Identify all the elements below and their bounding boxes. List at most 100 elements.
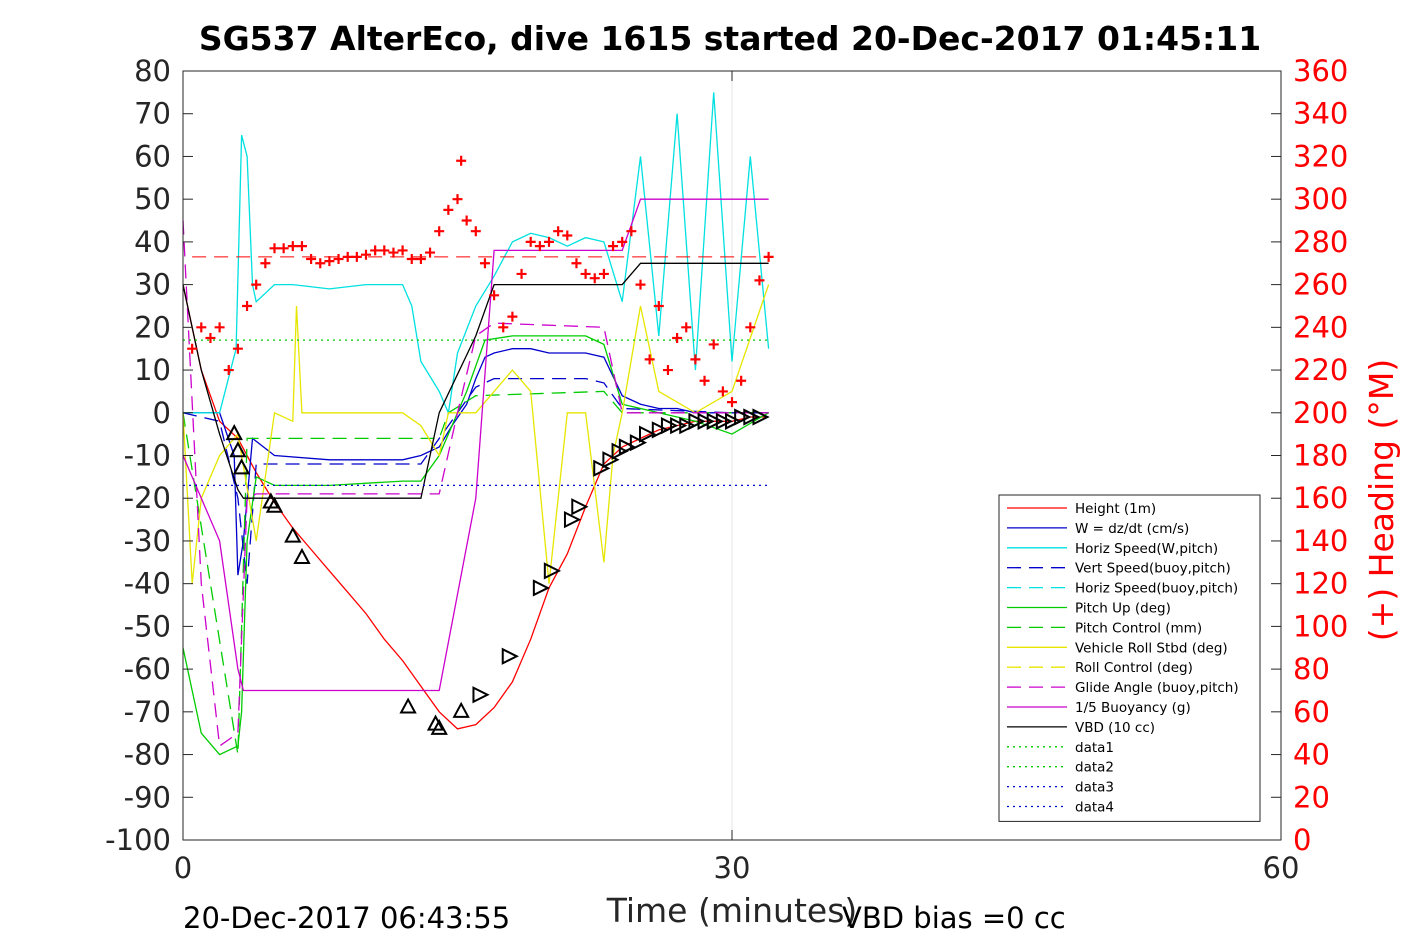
dive-marker xyxy=(284,526,302,543)
y-right-tick-label: 200 xyxy=(1293,396,1348,430)
heading-point xyxy=(315,258,326,269)
climb-marker xyxy=(501,647,519,665)
y-right-tick-label: 340 xyxy=(1293,97,1348,131)
chart-title: SG537 AlterEco, dive 1615 started 20-Dec… xyxy=(199,19,1261,58)
heading-point xyxy=(516,268,527,279)
y-tick-label: -10 xyxy=(124,439,171,473)
heading-point xyxy=(553,226,564,237)
legend-label-data1: data1 xyxy=(1075,740,1114,756)
y-tick-label: -20 xyxy=(124,481,171,515)
series-1-5-buoyancy-g xyxy=(182,198,769,692)
dive-marker xyxy=(232,458,251,475)
y-tick-label: 70 xyxy=(134,97,171,131)
heading-point xyxy=(479,258,490,269)
y-tick-label: -90 xyxy=(124,780,171,814)
climb-marker xyxy=(602,451,620,469)
footer-vbd-bias: VBD bias =0 cc xyxy=(842,901,1066,935)
series-vert-speed-buoy-pitch xyxy=(182,377,769,584)
series-glide-angle-buoy-pitch xyxy=(182,220,769,748)
legend-label-glide-angle-buoy-pitch: Glide Angle (buoy,pitch) xyxy=(1075,680,1239,696)
heading-point xyxy=(727,397,737,408)
y-right-tick-label: 0 xyxy=(1293,823,1311,857)
y-right-tick-label: 20 xyxy=(1293,780,1330,814)
y-tick-label: -60 xyxy=(124,652,171,686)
y-right-tick-label: 80 xyxy=(1293,652,1330,686)
heading-point xyxy=(379,245,390,256)
legend: Height (1m) W = dz/dt (cm/s) Horiz Speed(W… xyxy=(998,494,1261,822)
heading-point xyxy=(287,241,298,252)
y-right-tick-label: 280 xyxy=(1293,225,1348,259)
marker-layer xyxy=(187,155,774,735)
climb-marker xyxy=(706,412,724,430)
series-pitch-control-mm xyxy=(182,390,769,755)
climb-marker xyxy=(688,412,706,430)
dive-marker xyxy=(265,496,284,513)
heading-point xyxy=(434,226,445,237)
heading-point xyxy=(736,375,747,386)
climb-marker xyxy=(651,421,670,439)
heading-point xyxy=(324,256,335,267)
heading-point xyxy=(489,290,500,301)
heading-point xyxy=(223,365,234,376)
dive-marker xyxy=(430,718,448,735)
legend-label-vbd-10-cc: VBD (10 cc) xyxy=(1075,720,1155,736)
climb-marker xyxy=(543,562,562,580)
legend-label-pitch-control-mm: Pitch Control (mm) xyxy=(1075,620,1202,636)
x-tick-label: 0 xyxy=(174,851,192,885)
legend-label-vehicle-roll-stbd-deg: Vehicle Roll Stbd (deg) xyxy=(1075,640,1228,656)
heading-point xyxy=(763,251,774,262)
climb-marker xyxy=(752,408,770,426)
legend-label-vert-speed-buoy-pitch: Vert Speed(buoy,pitch) xyxy=(1075,561,1231,577)
heading-point xyxy=(196,322,207,333)
heading-point xyxy=(598,268,609,279)
heading-point xyxy=(187,343,198,354)
climb-marker xyxy=(563,510,582,529)
heading-point xyxy=(708,339,719,350)
climb-marker xyxy=(697,412,715,430)
legend-label-data4: data4 xyxy=(1075,800,1114,816)
heading-point xyxy=(351,251,362,262)
heading-point xyxy=(388,247,399,258)
legend-label-height-1m: Height (1m) xyxy=(1075,501,1156,517)
heading-point xyxy=(415,253,426,264)
legend-label-horiz-speed-w-pitch: Horiz Speed(W,pitch) xyxy=(1075,541,1218,557)
y-right-tick-label: 240 xyxy=(1293,310,1348,344)
y-right-tick-label: 160 xyxy=(1293,481,1348,515)
heading-point xyxy=(589,273,600,284)
heading-point xyxy=(626,226,637,237)
y-tick-label: -40 xyxy=(124,567,171,601)
heading-point xyxy=(754,275,765,286)
heading-point xyxy=(333,253,344,264)
climb-marker xyxy=(593,459,611,477)
heading-point xyxy=(699,375,710,386)
y-tick-label: -70 xyxy=(124,695,171,729)
heading-point xyxy=(672,333,683,344)
series-vbd-10-cc xyxy=(182,262,769,499)
y-tick-label: -30 xyxy=(124,524,171,558)
heading-point xyxy=(534,241,545,252)
climb-marker xyxy=(725,412,743,430)
climb-marker xyxy=(618,438,637,456)
series-horiz-speed-w-pitch xyxy=(183,92,770,416)
y-right-tick-label: 360 xyxy=(1293,54,1348,88)
right-axis-label: (+) Heading (°M) xyxy=(1362,359,1401,641)
heading-point xyxy=(269,243,280,254)
y-right-tick-label: 60 xyxy=(1293,695,1330,729)
heading-point xyxy=(681,322,692,333)
heading-point xyxy=(580,268,591,279)
dive-marker xyxy=(452,701,470,718)
heading-point xyxy=(608,241,619,252)
x-tick-label: 30 xyxy=(714,851,751,885)
climb-marker xyxy=(571,498,589,516)
heading-point xyxy=(443,204,454,215)
dive-marker xyxy=(399,697,417,714)
climb-marker xyxy=(670,416,688,435)
legend-box xyxy=(998,494,1261,822)
ticks xyxy=(182,70,1282,841)
heading-point xyxy=(507,311,518,322)
heading-point xyxy=(361,249,371,260)
climb-marker xyxy=(715,412,734,430)
legend-label-horiz-speed-buoy-pitch: Horiz Speed(buoy,pitch) xyxy=(1075,581,1238,597)
climb-marker xyxy=(532,579,551,597)
